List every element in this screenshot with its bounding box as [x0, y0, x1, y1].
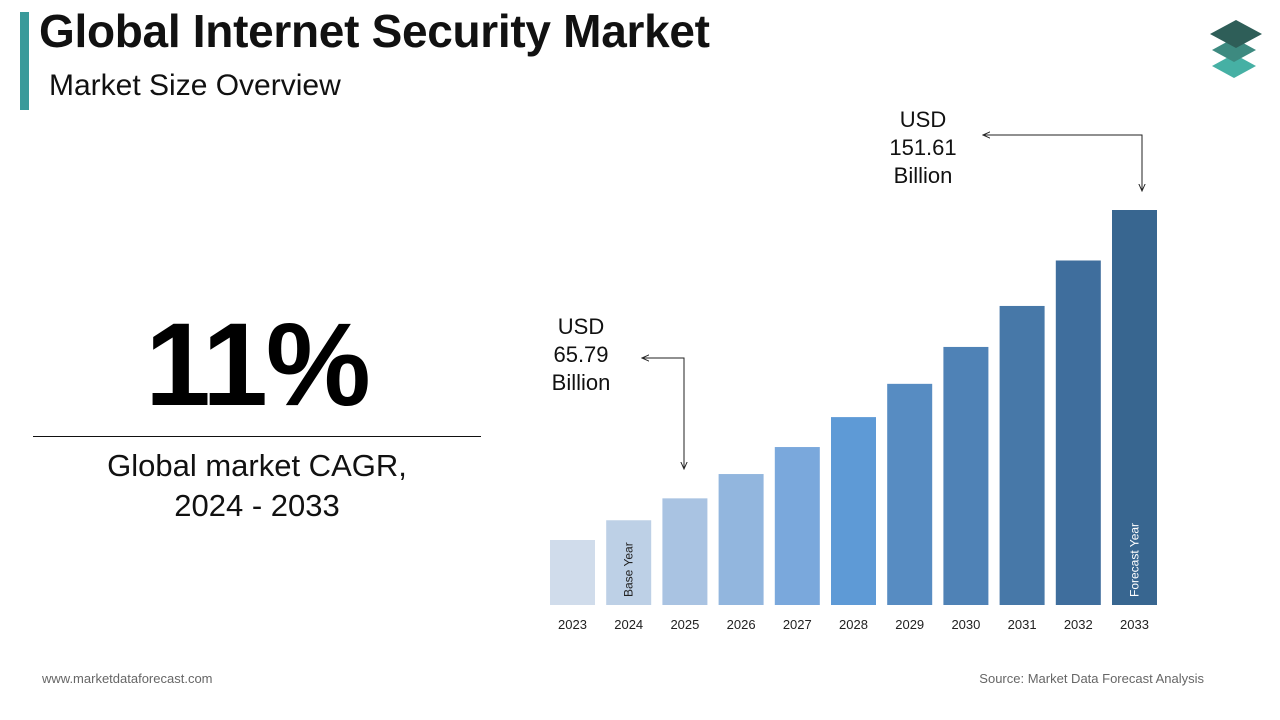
bar-label-forecast-year: Forecast Year [1128, 523, 1142, 597]
callout-value-2033: USD 151.61 Billion [889, 107, 956, 188]
callout-arrow-2025 [642, 358, 684, 469]
callouts-group: USD 65.79 Billion USD 151.61 Billion [552, 107, 1142, 469]
bar-2023 [550, 540, 595, 605]
x-tick-label-2033: 2033 [1120, 617, 1149, 632]
x-tick-label-2032: 2032 [1064, 617, 1093, 632]
x-tick-label-2026: 2026 [727, 617, 756, 632]
cagr-label: Global market CAGR, 2024 - 2033 [33, 446, 481, 526]
x-tick-label-2024: 2024 [614, 617, 643, 632]
x-tick-label-2023: 2023 [558, 617, 587, 632]
cagr-label-line1: Global market CAGR, [107, 448, 407, 483]
bar-2032 [1055, 260, 1101, 605]
callout-2033: USD 151.61 Billion [889, 107, 1142, 191]
x-tick-label-2030: 2030 [951, 617, 980, 632]
stacked-layers-icon [1206, 12, 1276, 84]
footer-website[interactable]: www.marketdataforecast.com [42, 671, 213, 686]
bar-2026 [718, 474, 764, 605]
callout-arrow-2033 [983, 135, 1142, 191]
title-accent-bar [20, 12, 29, 110]
bar-2027 [774, 447, 820, 605]
bar-2025 [662, 498, 708, 605]
x-tick-label-2025: 2025 [670, 617, 699, 632]
bar-2031 [999, 305, 1045, 605]
x-tick-label-2031: 2031 [1008, 617, 1037, 632]
bar-2029 [887, 383, 933, 605]
x-tick-label-2028: 2028 [839, 617, 868, 632]
x-tick-label-2027: 2027 [783, 617, 812, 632]
page-subtitle: Market Size Overview [49, 69, 341, 102]
bar-label-base-year: Base Year [622, 542, 636, 597]
bar-2033 [1112, 210, 1157, 605]
cagr-divider [33, 436, 481, 437]
bar-2024 [606, 520, 652, 605]
cagr-label-line2: 2024 - 2033 [174, 488, 340, 523]
bar-2030 [943, 346, 989, 605]
callout-2025: USD 65.79 Billion [552, 314, 684, 469]
x-tick-label-2029: 2029 [895, 617, 924, 632]
bars-group: Base Year Forecast Year [550, 210, 1157, 605]
page-title: Global Internet Security Market [39, 5, 710, 57]
cagr-value: 11% [145, 299, 371, 431]
callout-value-2025: USD 65.79 Billion [552, 314, 611, 395]
x-axis-ticks: 2023 2024 2025 2026 2027 2028 2029 2030 2031 2032… [558, 617, 1149, 632]
footer-source: Source: Market Data Forecast Analysis [979, 671, 1204, 686]
bar-2028 [831, 417, 876, 605]
